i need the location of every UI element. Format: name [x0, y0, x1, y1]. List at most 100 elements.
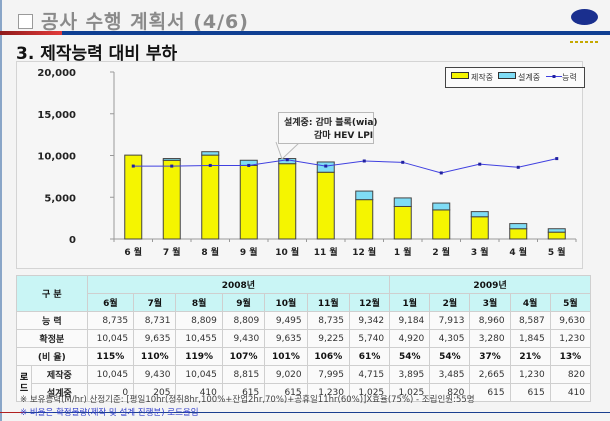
point-capacity [516, 165, 520, 169]
table-row-design: 설계중 0 205 410 615 615 1,230 1,025 1,025 820 615 61… [17, 383, 592, 402]
table-cell-design: 1,025 [348, 383, 391, 402]
table-cell-confirmed: 9,635 [264, 329, 308, 348]
bar-design [162, 158, 181, 161]
bar-design [393, 197, 412, 207]
chart-annotation-callout: 설계중: 감마 블록(wia) 감마 HEV LPI [278, 112, 378, 144]
legend-item-capacity: 능력 [546, 72, 577, 83]
title-rule [0, 31, 610, 35]
row-label-production: 제작중 [31, 365, 88, 384]
legend-label-production: 제작중 [471, 73, 494, 82]
legend-item-design: 설계중 [498, 72, 540, 83]
y-tick-label: 10,000 [37, 152, 76, 163]
window-left-edge [0, 0, 2, 421]
table-cell-design: 410 [549, 383, 592, 402]
table-cell-ratio: 101% [264, 347, 308, 366]
y-tick-label: 0 [69, 235, 76, 246]
legend-label-design: 설계중 [518, 73, 541, 82]
legend-line-capacity-icon [546, 75, 562, 78]
table-cell-capacity: 7,913 [429, 311, 471, 330]
table-month-header: 3월 [469, 293, 511, 312]
table-cell-production: 1,230 [509, 365, 551, 384]
table-cell-ratio: 115% [86, 347, 135, 366]
y-tick-label: 5,000 [44, 193, 76, 204]
table-cell-confirmed: 9,225 [306, 329, 351, 348]
table-cell-capacity: 8,809 [221, 311, 266, 330]
table-month-header: 5월 [549, 293, 592, 312]
legend-item-production: 제작중 [451, 72, 493, 83]
table-month-header: 2월 [429, 293, 471, 312]
point-capacity [478, 162, 482, 166]
table-month-header: 9월 [221, 293, 266, 312]
table-cell-ratio: 119% [175, 347, 223, 366]
bar-design [547, 228, 566, 233]
table-cell-production: 10,045 [86, 365, 135, 384]
page-title-text: 공사 수행 계획서 (4/6) [41, 11, 249, 33]
bar-design [355, 190, 374, 201]
line-capacity [133, 158, 557, 174]
legend-label-capacity: 능력 [562, 73, 577, 82]
table-cell-capacity: 9,184 [389, 311, 431, 330]
point-capacity [401, 160, 405, 164]
table-cell-confirmed: 10,045 [86, 329, 135, 348]
bar-production [355, 199, 374, 240]
table-cell-ratio: 37% [469, 347, 511, 366]
x-tick-label: 10 월 [275, 246, 299, 258]
table-cell-design: 1,025 [389, 383, 431, 402]
load-table: 구 분 2008년 2009년 6월 7월 8월 9월 10월 11월 12월 1월 2월 3월 4… [16, 275, 592, 402]
bar-design [201, 151, 220, 156]
bar-production [239, 164, 258, 240]
company-logo [570, 8, 600, 43]
table-month-header: 7월 [133, 293, 177, 312]
point-capacity [324, 164, 328, 168]
bar-production [432, 209, 451, 240]
table-cell-capacity: 8,731 [133, 311, 177, 330]
table-cell-production: 4,715 [348, 365, 391, 384]
table-cell-production: 9,020 [264, 365, 308, 384]
x-tick-label: 9 월 [240, 246, 258, 258]
table-cell-ratio: 13% [549, 347, 592, 366]
table-month-header: 8월 [175, 293, 223, 312]
bar-production [509, 228, 528, 240]
chart-legend: 제작중 설계중 능력 [445, 67, 585, 88]
y-tick-label: 20,000 [37, 68, 76, 79]
table-cell-confirmed: 1,230 [549, 329, 592, 348]
table-cell-ratio: 110% [133, 347, 177, 366]
x-tick-label: 5 월 [548, 246, 566, 258]
table-cell-design: 615 [509, 383, 551, 402]
point-capacity [362, 159, 366, 163]
bar-design [509, 223, 528, 230]
bar-production [278, 163, 297, 240]
table-month-header: 6월 [86, 293, 135, 312]
row-label-design: 설계중 [31, 383, 88, 402]
x-tick-label: 12 월 [352, 246, 376, 258]
checkbox-bullet-icon [18, 14, 33, 29]
table-cell-confirmed: 9,635 [133, 329, 177, 348]
bar-production [201, 154, 220, 240]
point-capacity [555, 157, 559, 161]
bridge-logo-icon [571, 9, 598, 25]
table-cell-production: 8,815 [221, 365, 266, 384]
footnote-capacity-basis: ※ 보유능력(M/hr) 산정기준: [평일10hr(정취8hr,100%+잔업… [20, 395, 475, 405]
table-cell-confirmed: 3,280 [469, 329, 511, 348]
point-capacity [439, 171, 443, 175]
x-tick-label: 3 월 [471, 246, 489, 258]
table-cell-design: 205 [133, 383, 177, 402]
bar-production [316, 171, 335, 240]
table-cell-design: 1,230 [306, 383, 351, 402]
row-label-ratio: (비 율) [16, 347, 88, 366]
table-cell-production: 3,895 [389, 365, 431, 384]
table-cell-capacity: 9,630 [549, 311, 592, 330]
row-label-confirmed: 확정분 [16, 329, 88, 348]
table-cell-ratio: 54% [389, 347, 431, 366]
table-cell-confirmed: 5,740 [348, 329, 391, 348]
bar-production [393, 205, 412, 240]
table-row-ratio: (비 율) 115% 110% 119% 107% 101% 106% 61% 54% 54% 3… [16, 347, 592, 366]
bottom-rule [0, 412, 610, 413]
page-title: 공사 수행 계획서 (4/6) [18, 7, 249, 34]
legend-swatch-production [451, 72, 469, 79]
table-month-header: 11월 [306, 293, 351, 312]
table-cell-design: 410 [175, 383, 223, 402]
table-month-header: 10월 [264, 293, 308, 312]
